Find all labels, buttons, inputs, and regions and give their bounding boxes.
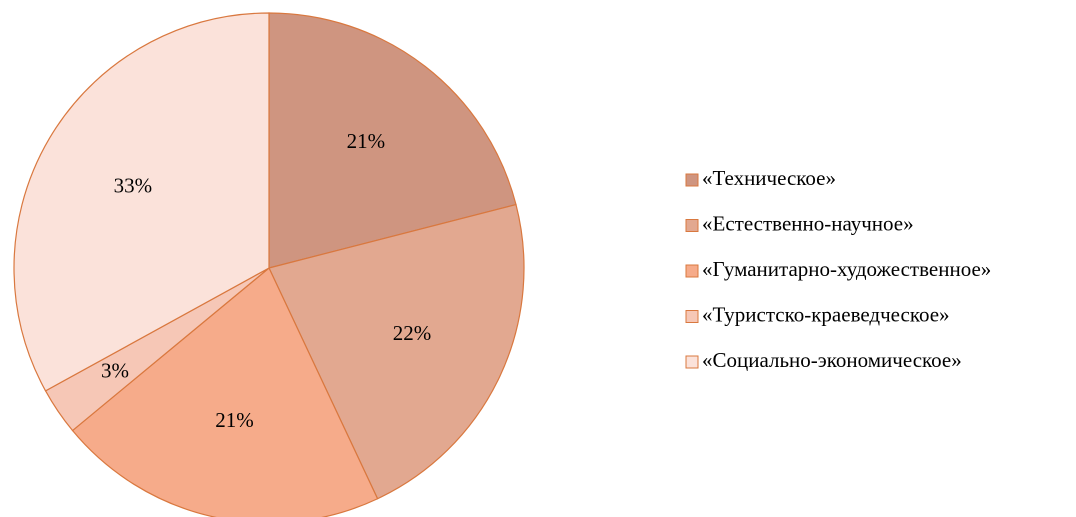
data-label: 21% (215, 408, 254, 432)
pie-slice (13, 12, 270, 392)
legend-label: «Туристско-краеведческое» (702, 302, 950, 326)
data-label: 3% (101, 358, 129, 382)
legend-swatch (685, 264, 699, 278)
legend-label: «Естественно-научное» (702, 211, 914, 235)
data-label: 22% (393, 321, 432, 345)
pie-slice (268, 12, 517, 269)
data-label: 21% (347, 129, 386, 153)
pie-slice (268, 203, 525, 500)
legend-swatch (685, 310, 699, 323)
legend-label: «Техническое» (702, 166, 836, 190)
data-label: 33% (114, 173, 153, 197)
legend-swatch (685, 173, 699, 187)
legend-label: «Гуманитарно-художественное» (702, 257, 991, 281)
legend-label: «Социально-экономическое» (702, 348, 962, 372)
legend-swatch (685, 355, 699, 369)
legend-swatch (685, 219, 699, 232)
